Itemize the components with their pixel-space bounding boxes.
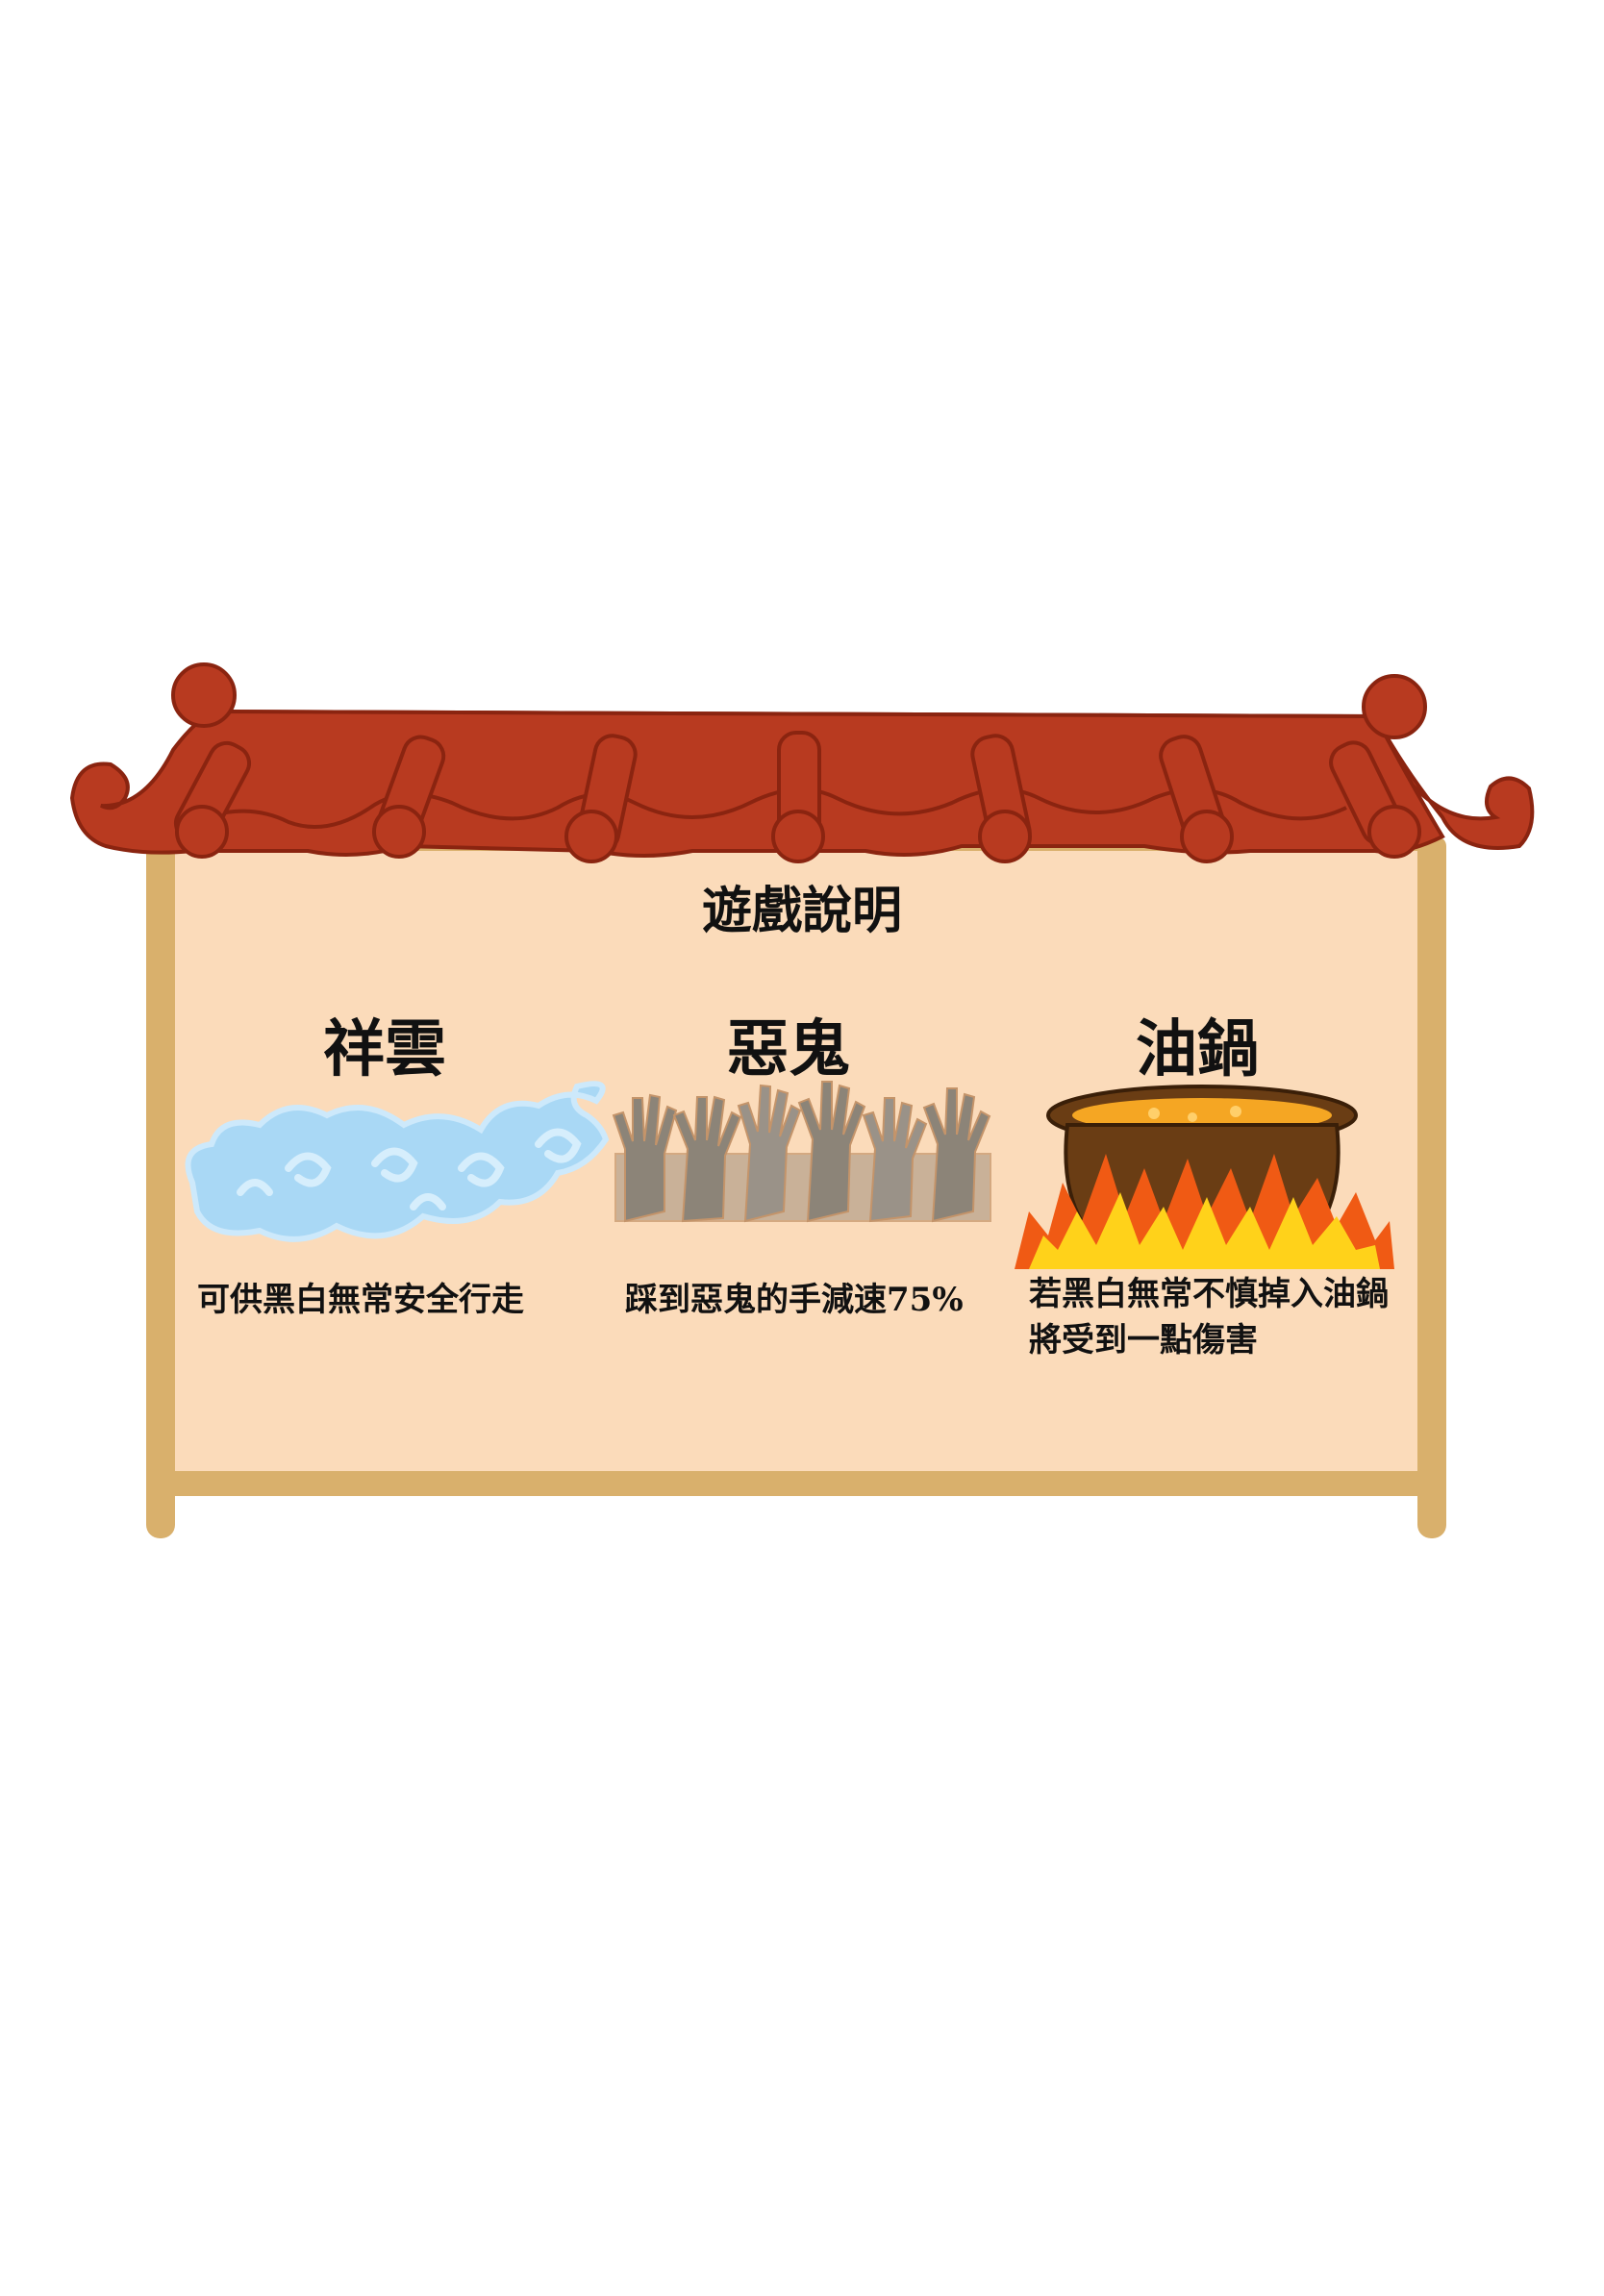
item-heading-oil-pot: 油鍋 [1136,1013,1259,1086]
cloud-icon [185,1081,610,1242]
oil-pot-fire-icon [1015,1085,1394,1269]
item-description-oil-pot-line2: 將受到一點傷害 [1029,1321,1258,1360]
item-heading-cloud: 祥雲 [323,1013,446,1086]
item-description-ghost: 踩到惡鬼的手減速75% [625,1281,964,1319]
item-description-cloud: 可供黑白無常安全行走 [197,1281,524,1319]
page-title: 遊戲說明 [701,882,902,940]
ghost-hands-icon [612,1081,991,1223]
temple-roof [69,662,1535,863]
item-heading-ghost: 惡鬼 [727,1013,850,1086]
item-description-oil-pot: 若黑白無常不慎掉入油鍋 [1029,1275,1389,1313]
